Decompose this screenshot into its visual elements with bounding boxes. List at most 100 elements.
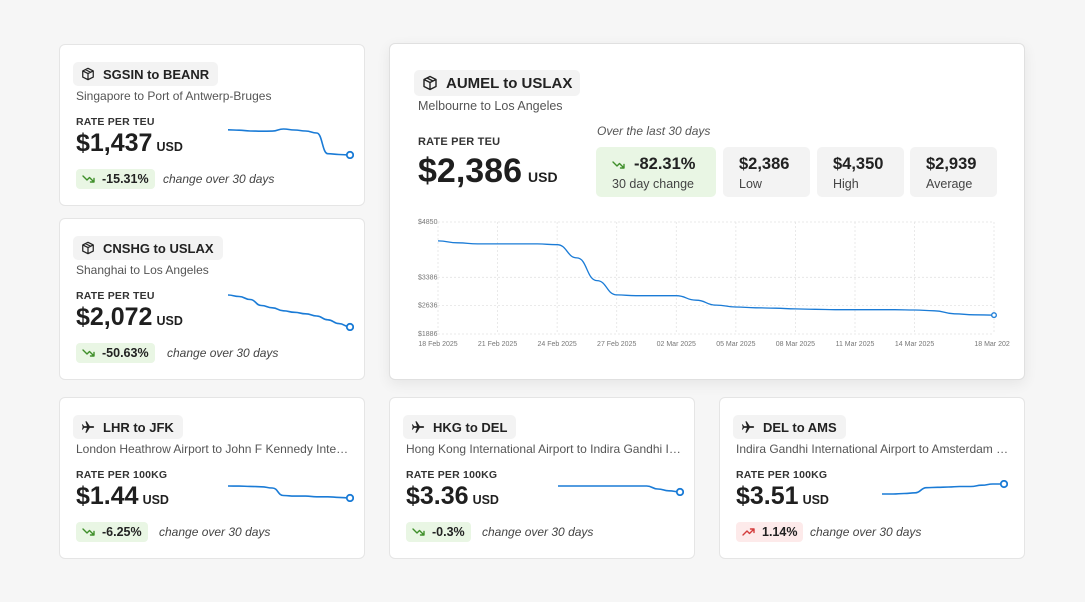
y-tick-label: $3386	[418, 274, 438, 281]
price-value: $1.44	[76, 482, 139, 510]
price-value: $3.51	[736, 482, 799, 510]
sparkline-end-point	[345, 150, 354, 159]
container-icon	[422, 75, 438, 91]
rate-card[interactable]: HKG to DEL Hong Kong International Airpo…	[389, 397, 695, 559]
route-label: DEL to AMS	[763, 419, 837, 435]
change-note: change over 30 days	[810, 525, 922, 539]
container-icon	[81, 241, 95, 255]
x-tick-label: 24 Feb 2025	[537, 341, 576, 348]
change-note: change over 30 days	[167, 346, 279, 360]
route-subtitle: London Heathrow Airport to John F Kenned…	[76, 442, 352, 456]
sparkline	[227, 485, 354, 502]
price-currency: USD	[802, 493, 829, 507]
plane-icon	[411, 420, 425, 434]
price-currency: USD	[156, 140, 183, 154]
stat-label: Low	[739, 177, 762, 191]
change-badge: -15.31%	[76, 169, 155, 189]
change-value: -15.31%	[102, 172, 149, 186]
change-value: -50.63%	[102, 346, 149, 360]
change-note: change over 30 days	[159, 525, 271, 539]
price-currency: USD	[528, 169, 558, 185]
rate-price: $1.44 USD	[76, 482, 169, 511]
route-title: HKG to DEL	[403, 415, 517, 439]
price-value: $3.36	[406, 482, 469, 510]
x-tick-label: 14 Mar 2025	[895, 341, 934, 348]
sparkline	[227, 128, 354, 159]
rate-price: $3.36 USD	[406, 482, 499, 511]
change-badge: 1.14%	[736, 522, 804, 542]
route-subtitle: Shanghai to Los Angeles	[76, 263, 209, 277]
stat-average: $2,939 Average	[910, 147, 997, 197]
x-tick-label: 08 Mar 2025	[776, 341, 815, 348]
price-value: $2,386	[418, 152, 522, 190]
change-note: change over 30 days	[163, 172, 275, 186]
route-title: SGSIN to BEANR	[73, 62, 219, 86]
sparkline-end-point	[675, 487, 684, 496]
route-title: DEL to AMS	[733, 415, 846, 439]
rate-label: RATE PER 100KG	[736, 469, 828, 481]
route-subtitle: Hong Kong International Airport to Indir…	[406, 442, 681, 456]
y-tick-label: $4850	[418, 219, 438, 226]
rate-card[interactable]: DEL to AMS Indira Gandhi International A…	[719, 397, 1025, 559]
rate-label: RATE PER TEU	[76, 290, 155, 302]
y-tick-label: $1886	[418, 331, 438, 338]
trend-down-icon	[612, 160, 625, 169]
x-tick-label: 11 Mar 2025	[836, 341, 875, 348]
stat-low: $2,386 Low	[723, 147, 810, 197]
x-tick-label: 05 Mar 2025	[716, 341, 755, 348]
change-value: -6.25%	[102, 525, 142, 539]
container-icon	[81, 67, 95, 81]
route-label: SGSIN to BEANR	[103, 66, 210, 82]
rate-label: RATE PER 100KG	[76, 469, 168, 481]
price-value: $1,437	[76, 129, 153, 157]
change-badge: -6.25%	[76, 522, 148, 542]
plane-icon	[741, 420, 755, 434]
sparkline-path	[558, 485, 681, 493]
stat-change: -82.31% 30 day change	[596, 147, 716, 197]
stat-label: High	[833, 177, 859, 191]
sparkline-path	[227, 485, 351, 499]
rate-price: $3.51 USD	[736, 482, 829, 511]
price-currency: USD	[142, 493, 169, 507]
sparkline-end-point	[999, 480, 1008, 489]
series-line	[437, 240, 995, 316]
trend-down-icon	[82, 349, 95, 357]
stat-label: 30 day change	[612, 177, 695, 191]
price-currency: USD	[472, 493, 499, 507]
route-subtitle: Singapore to Port of Antwerp-Bruges	[76, 89, 272, 103]
price-currency: USD	[156, 314, 183, 328]
featured-rate-card[interactable]: AUMEL to USLAX Melbourne to Los Angeles …	[389, 43, 1025, 380]
sparkline-path	[882, 483, 1004, 495]
stat-label: Average	[926, 177, 973, 191]
sparkline-path	[227, 128, 351, 156]
change-value: -0.3%	[432, 525, 465, 539]
rate-price: $2,386 USD	[418, 152, 558, 191]
rate-label: RATE PER TEU	[418, 136, 501, 148]
stat-value: -82.31%	[634, 155, 696, 173]
rate-card[interactable]: LHR to JFK London Heathrow Airport to Jo…	[59, 397, 365, 559]
change-badge: -50.63%	[76, 343, 155, 363]
stat-value: $2,939	[926, 155, 977, 173]
route-subtitle: Indira Gandhi International Airport to A…	[736, 442, 1009, 456]
rate-card[interactable]: SGSIN to BEANR Singapore to Port of Antw…	[59, 44, 365, 206]
x-tick-label: 21 Feb 2025	[478, 341, 517, 348]
route-title: LHR to JFK	[73, 415, 183, 439]
x-tick-label: 18 Mar 2025	[974, 341, 1010, 348]
x-tick-label: 27 Feb 2025	[597, 341, 636, 348]
route-title: AUMEL to USLAX	[414, 70, 581, 96]
change-value: 1.14%	[762, 525, 798, 539]
rate-history-chart: $4850 $3386 $2636 $1886 18 Feb 2025 21 Feb 20…	[418, 219, 1010, 348]
y-tick-label: $2636	[418, 303, 438, 310]
route-subtitle: Melbourne to Los Angeles	[418, 99, 563, 113]
rate-label: RATE PER 100KG	[406, 469, 498, 481]
route-label: CNSHG to USLAX	[103, 240, 214, 256]
stat-value: $4,350	[833, 155, 884, 173]
stat-high: $4,350 High	[817, 147, 904, 197]
rate-card[interactable]: CNSHG to USLAX Shanghai to Los Angeles R…	[59, 218, 365, 380]
sparkline	[882, 480, 1008, 495]
sparkline	[227, 294, 354, 331]
period-note: Over the last 30 days	[597, 124, 711, 138]
plane-icon	[81, 420, 95, 434]
sparkline	[558, 485, 684, 496]
rate-price: $1,437 USD	[76, 129, 183, 158]
